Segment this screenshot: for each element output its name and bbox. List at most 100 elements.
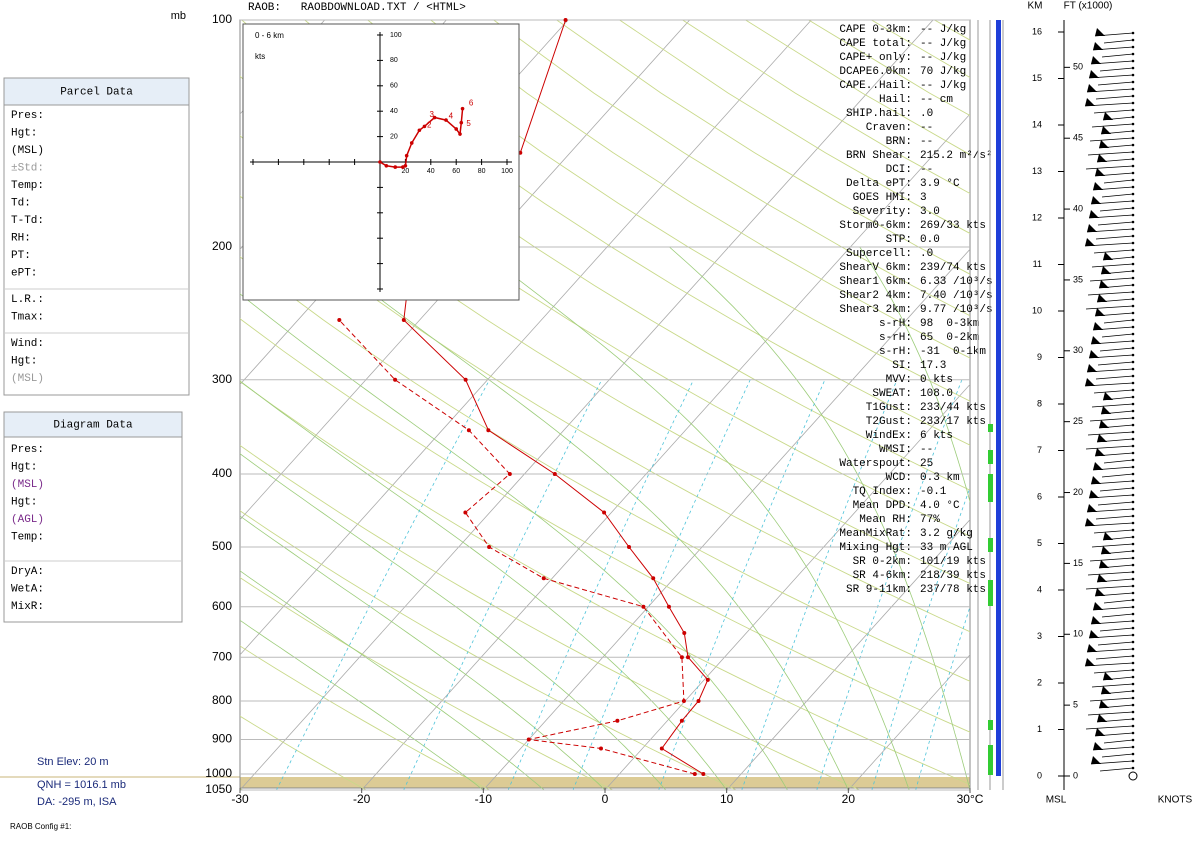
barb-dot [1131, 318, 1135, 322]
index-label: s-rH: [879, 332, 912, 344]
barb-dot [1131, 66, 1135, 70]
index-value: 0.3 km [920, 472, 960, 484]
barb-dot [1131, 185, 1135, 189]
moist-adiabat [240, 293, 788, 790]
barb-flag [1095, 28, 1105, 36]
index-label: T1Gust: [866, 402, 912, 414]
barb-dot [1131, 703, 1135, 707]
barb-dot [1131, 458, 1135, 462]
barb-flag [1099, 420, 1109, 428]
dewpoint-point [487, 545, 492, 550]
index-label: Craven: [866, 122, 912, 134]
barb-dot [1131, 143, 1135, 147]
index-value: 237/78 kts [920, 584, 986, 596]
barb-staff [1101, 473, 1134, 478]
station-info: DA: -295 m, ISA [37, 796, 117, 808]
barb-staff [1103, 599, 1134, 604]
barb-dot [1131, 59, 1135, 63]
panel-label: ±Std: [11, 162, 44, 174]
dry-adiabat [240, 135, 970, 584]
ft-label: 40 [1073, 203, 1083, 213]
barb-dot [1131, 661, 1135, 665]
index-label: SWEAT: [872, 388, 912, 400]
km-label: 14 [1032, 119, 1042, 129]
dry-adiabat [240, 444, 860, 790]
index-label: Hail: [879, 94, 912, 106]
barb-dot [1131, 493, 1135, 497]
barb-staff [1091, 263, 1134, 268]
index-value: 33 m AGL [920, 542, 973, 554]
isotherm [1092, 20, 1200, 790]
header: RAOB: RAOBDOWNLOAD.TXT / <HTML> [248, 2, 466, 14]
panel-header [3, 77, 190, 106]
dry-adiabat [240, 715, 367, 790]
barb-dot [1131, 395, 1135, 399]
barb-flag [1087, 644, 1097, 652]
barb-dot [1131, 689, 1135, 693]
dewpoint-point [463, 510, 468, 515]
hodo-point [454, 127, 459, 131]
km-label: 7 [1037, 445, 1042, 455]
barb-dot [1131, 150, 1135, 154]
barb-staff [1097, 501, 1134, 506]
panel-title: Diagram Data [53, 419, 133, 431]
temperature-point [666, 604, 671, 609]
x-tick-label: 20 [842, 792, 856, 806]
barb-dot [1131, 367, 1135, 371]
index-label: Mean DPD: [853, 500, 912, 512]
pressure-label: 600 [212, 599, 232, 613]
hodo-x-label: 60 [452, 168, 460, 175]
hodo-point [384, 164, 389, 168]
hodo-y-label: 60 [390, 83, 398, 90]
moisture-bar [988, 424, 993, 432]
barb-flag [1091, 476, 1101, 484]
barb-flag [1091, 756, 1101, 764]
hodo-x-label: 100 [501, 168, 513, 175]
barb-flag [1089, 70, 1099, 78]
barb-dot [1131, 640, 1135, 644]
barb-flag [1095, 168, 1105, 176]
barb-dot [1131, 164, 1135, 168]
barb-flag [1097, 714, 1107, 722]
hodo-point [460, 106, 465, 111]
dry-adiabat [493, 20, 970, 317]
dry-adiabat [240, 75, 970, 537]
barb-dot [1131, 752, 1135, 756]
barb-flag [1099, 140, 1109, 148]
barb-staff [1091, 543, 1134, 548]
barb-dot [1131, 94, 1135, 98]
pressure-label: 300 [212, 372, 232, 386]
barb-dot [1131, 297, 1135, 301]
barb-staff [1099, 67, 1134, 72]
ft-label: 50 [1073, 62, 1083, 72]
mixing-ratio-line [572, 379, 751, 790]
barb-flag [1103, 252, 1113, 260]
index-label: CAPE total: [839, 38, 912, 50]
index-value: 3.0 [920, 206, 940, 218]
pressure-unit: mb [171, 10, 186, 22]
hodo-point [403, 164, 408, 168]
dry-adiabat [367, 20, 970, 402]
index-value: 6.33 /10³/s [920, 276, 993, 288]
barb-dot [1131, 45, 1135, 49]
barb-dot [1131, 374, 1135, 378]
barb-flag [1087, 364, 1097, 372]
pressure-label: 400 [212, 466, 232, 480]
dewpoint-point [615, 718, 620, 723]
panel-header [3, 411, 183, 438]
barb-staff [1097, 221, 1134, 226]
dewpoint-point [641, 604, 646, 609]
barb-dot [1131, 444, 1135, 448]
barb-staff [1087, 571, 1134, 576]
km-label: 5 [1037, 538, 1042, 548]
dewpoint-point [598, 746, 603, 751]
barb-dot [1131, 339, 1135, 343]
hodo-point [378, 160, 382, 164]
barb-dot [1131, 710, 1135, 714]
panel-title: Parcel Data [60, 86, 133, 98]
index-value: 3 [920, 192, 927, 204]
barb-staff [1099, 207, 1134, 212]
panel-label: WetA: [11, 583, 44, 595]
dewpoint-line [338, 319, 695, 775]
